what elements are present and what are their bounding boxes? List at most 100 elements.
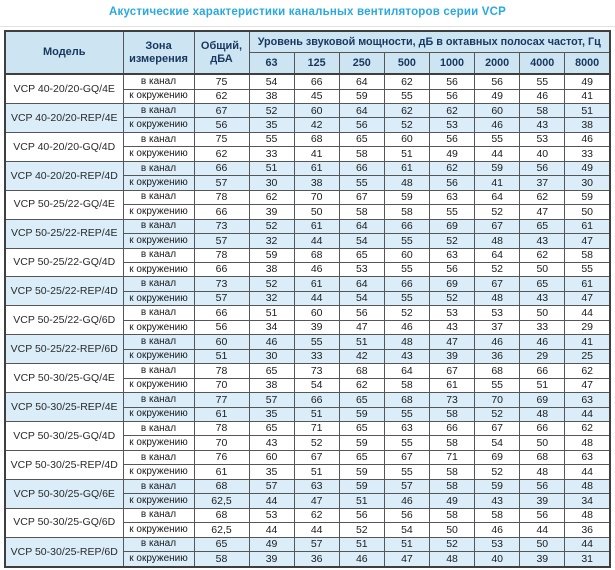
- table-row: VCP 40-20/20-REP/4E в канал 67 52 60 64 62 62 60…: [4, 103, 611, 133]
- level-cell: 61: [293, 160, 340, 177]
- level-cell: 53: [338, 261, 385, 278]
- level-cell: 41: [564, 334, 611, 350]
- level-cell: 47: [564, 233, 611, 249]
- level-cell: 39: [428, 348, 476, 365]
- level-cell: 44: [564, 464, 611, 480]
- level-cell: 44: [474, 146, 521, 162]
- level-cell: 56: [519, 507, 566, 524]
- page-title: Акустические характеристики канальных ве…: [108, 6, 507, 18]
- level-cell: 54: [338, 233, 385, 249]
- level-cell: 55: [383, 88, 431, 105]
- level-cell: 52: [474, 464, 521, 480]
- level-cell: 56: [428, 73, 476, 90]
- level-cell: 53: [474, 305, 521, 321]
- level-cell: 52: [474, 406, 521, 423]
- level-cell: 54: [383, 522, 431, 538]
- header-row-top: Модель Зона измерения Общий, дБА Уровень…: [4, 30, 611, 75]
- level-cell: 67: [293, 449, 340, 466]
- table-row: VCP 50-25/22-REP/4D в канал 73 52 61 64 66 69 67…: [4, 276, 611, 307]
- level-cell: 66: [293, 392, 340, 408]
- level-cell: 57: [248, 392, 295, 408]
- zone-cell: в канал: [122, 420, 195, 437]
- zone-cell: к окружению: [122, 117, 195, 133]
- level-cell: 55: [248, 131, 295, 148]
- level-cell: 64: [338, 276, 385, 292]
- level-cell: 49: [564, 73, 611, 90]
- level-cell: 38: [293, 175, 340, 191]
- model-cell: VCP 50-30/25-GQ/6E: [4, 478, 124, 509]
- total-dba-cell: 67: [193, 103, 250, 119]
- model-cell: VCP 40-20/20-REP/4D: [4, 160, 124, 191]
- header-frequency: 250: [338, 51, 385, 75]
- level-cell: 51: [383, 146, 431, 162]
- level-cell: 53: [428, 117, 476, 133]
- level-cell: 59: [338, 435, 385, 451]
- level-cell: 37: [474, 319, 521, 336]
- level-cell: 55: [383, 435, 431, 451]
- model-cell: VCP 40-20/20-REP/4E: [4, 103, 124, 133]
- model-cell: VCP 50-25/22-GQ/4D: [4, 247, 124, 278]
- level-cell: 39: [519, 493, 566, 509]
- header-total: Общий, дБА: [193, 30, 250, 75]
- level-cell: 60: [248, 449, 295, 466]
- level-cell: 55: [519, 73, 566, 90]
- level-cell: 44: [564, 406, 611, 423]
- model-cell: VCP 50-30/25-REP/4E: [4, 392, 124, 422]
- level-cell: 58: [383, 377, 431, 394]
- level-cell: 55: [383, 290, 431, 307]
- level-cell: 68: [519, 449, 566, 466]
- level-cell: 47: [564, 377, 611, 394]
- level-cell: 44: [564, 536, 611, 553]
- total-dba-cell: 60: [193, 334, 250, 350]
- level-cell: 42: [338, 348, 385, 365]
- level-cell: 54: [474, 435, 521, 451]
- level-cell: 33: [248, 146, 295, 162]
- level-cell: 68: [474, 363, 521, 379]
- level-cell: 38: [248, 377, 295, 394]
- model-cell: VCP 50-30/25-GQ/6D: [4, 507, 124, 538]
- level-cell: 39: [248, 204, 295, 220]
- total-dba-cell: 70: [193, 435, 250, 451]
- level-cell: 58: [383, 204, 431, 220]
- level-cell: 47: [293, 493, 340, 509]
- total-dba-cell: 75: [193, 131, 250, 148]
- level-cell: 51: [338, 493, 385, 509]
- total-dba-cell: 56: [193, 319, 250, 336]
- zone-cell: к окружению: [122, 204, 195, 220]
- level-cell: 46: [474, 522, 521, 538]
- level-cell: 59: [383, 189, 431, 206]
- level-cell: 30: [248, 348, 295, 365]
- level-cell: 55: [428, 204, 476, 220]
- level-cell: 63: [564, 449, 611, 466]
- level-cell: 33: [564, 146, 611, 162]
- level-cell: 34: [564, 493, 611, 509]
- total-dba-cell: 75: [193, 73, 250, 90]
- level-cell: 66: [338, 160, 385, 177]
- level-cell: 59: [248, 247, 295, 264]
- level-cell: 62: [383, 103, 431, 119]
- level-cell: 56: [519, 160, 566, 177]
- zone-cell: к окружению: [122, 464, 195, 480]
- level-cell: 32: [248, 290, 295, 307]
- level-cell: 55: [474, 131, 521, 148]
- header-frequency: 4000: [519, 51, 566, 75]
- level-cell: 58: [474, 507, 521, 524]
- level-cell: 61: [428, 377, 476, 394]
- level-cell: 35: [248, 406, 295, 423]
- level-cell: 33: [519, 319, 566, 336]
- level-cell: 51: [383, 536, 431, 553]
- level-cell: 43: [519, 117, 566, 133]
- table-row: к окружению 61 35 51 59 55 58 52 48 44: [5, 406, 611, 423]
- level-cell: 41: [564, 88, 611, 105]
- level-cell: 44: [293, 522, 340, 538]
- level-cell: 66: [293, 73, 340, 90]
- level-cell: 48: [474, 233, 521, 249]
- level-cell: 61: [293, 276, 340, 292]
- level-cell: 48: [564, 507, 611, 524]
- zone-cell: в канал: [122, 218, 195, 235]
- total-dba-cell: 61: [193, 464, 250, 480]
- total-dba-cell: 68: [193, 507, 250, 524]
- model-cell: VCP 50-25/22-GQ/6D: [4, 305, 124, 336]
- level-cell: 59: [338, 88, 385, 105]
- level-cell: 44: [564, 305, 611, 321]
